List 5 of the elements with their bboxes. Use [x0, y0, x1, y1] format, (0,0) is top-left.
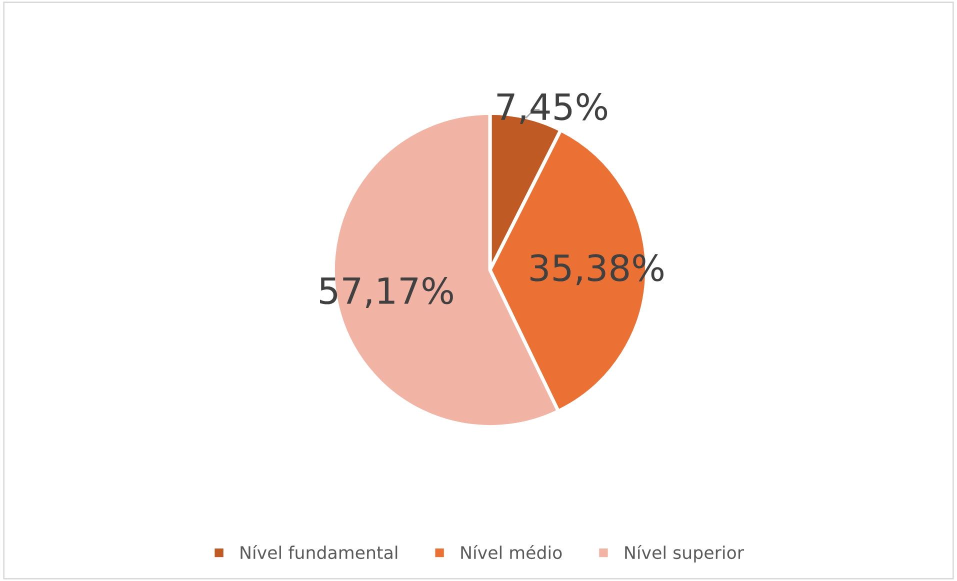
data-label: 7,45%	[497, 93, 608, 124]
data-label: 57,17%	[320, 276, 453, 308]
legend-label: Nível médio	[461, 544, 562, 560]
legend-label: Nível superior	[625, 544, 744, 562]
legend-label: Nível fundamental	[240, 544, 398, 560]
